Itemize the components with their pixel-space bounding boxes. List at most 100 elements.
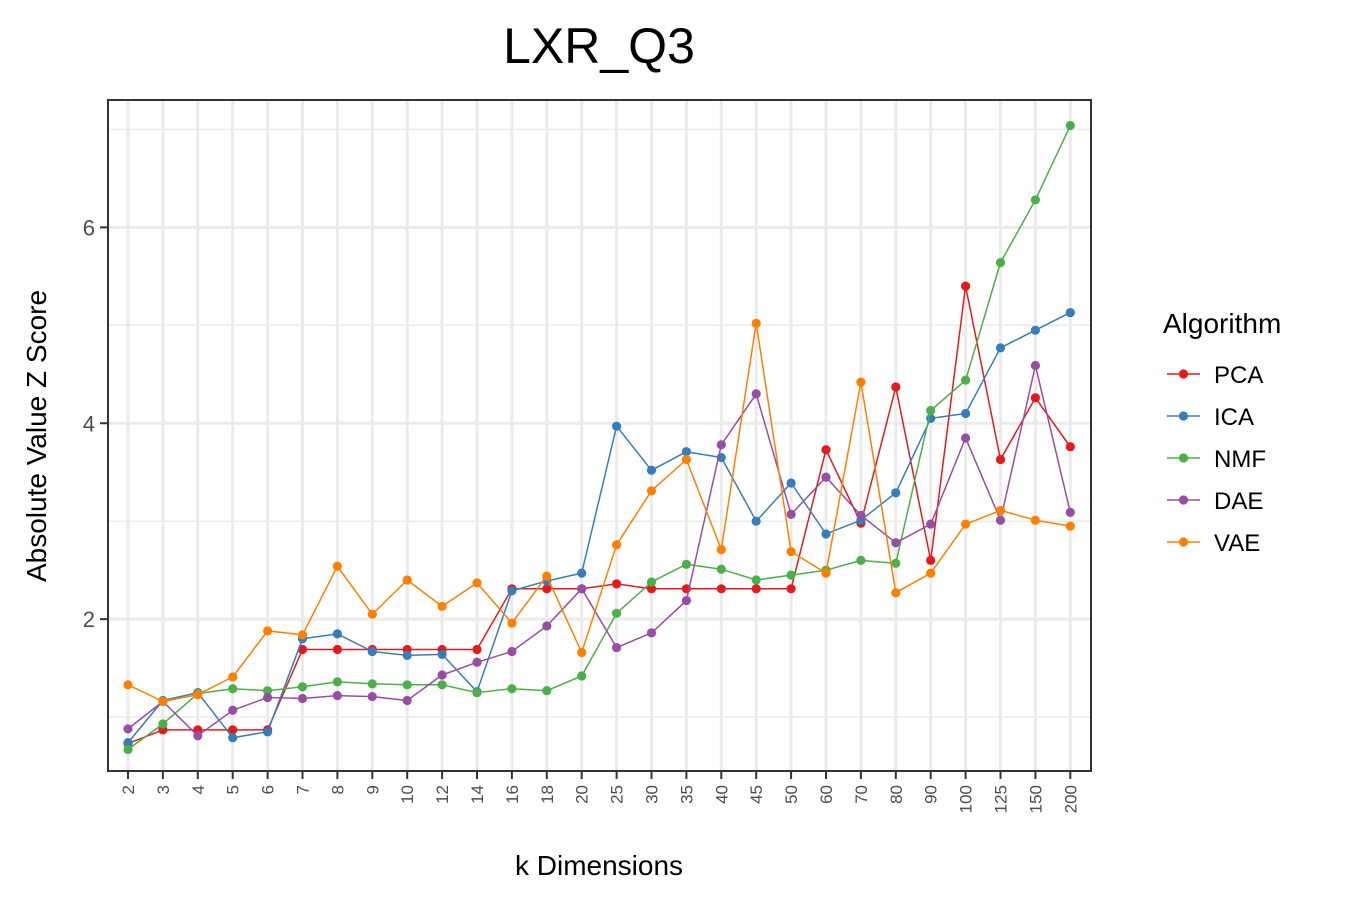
x-tick-label: 60	[817, 785, 836, 804]
data-point-dae	[367, 691, 377, 702]
data-point-dae	[612, 642, 622, 653]
data-point-ica	[123, 737, 133, 748]
x-tick-label: 9	[363, 785, 382, 794]
data-point-pca	[542, 584, 552, 594]
y-axis-title: Absolute Value Z Score	[21, 290, 52, 582]
data-point-dae	[228, 705, 238, 715]
data-point-vae	[1065, 521, 1075, 531]
data-point-vae	[402, 575, 412, 585]
data-point-vae	[926, 568, 936, 578]
data-point-vae	[891, 588, 901, 598]
data-point-vae	[263, 626, 273, 636]
data-point-dae	[926, 519, 936, 529]
data-point-vae	[228, 672, 238, 682]
legend-key-point	[1178, 369, 1189, 379]
data-point-dae	[472, 657, 482, 667]
data-point-dae	[961, 433, 971, 443]
data-point-dae	[123, 724, 133, 734]
data-point-pca	[961, 281, 971, 291]
data-point-ica	[437, 649, 447, 660]
data-point-ica	[228, 733, 238, 743]
data-point-pca	[332, 644, 342, 655]
y-tick-label: 2	[83, 607, 95, 632]
x-tick-label: 7	[294, 785, 313, 794]
series-nmf	[123, 120, 1075, 755]
plot-border	[107, 99, 1092, 772]
legend-item-nmf: NMF	[1167, 446, 1266, 473]
data-point-nmf	[263, 686, 273, 696]
legend-key-point	[1178, 537, 1189, 547]
data-point-dae	[856, 510, 866, 520]
x-tick-label: 30	[643, 785, 662, 804]
x-tick-label: 150	[1026, 785, 1045, 813]
data-point-nmf	[751, 575, 761, 585]
data-point-vae	[507, 618, 517, 628]
data-point-pca	[995, 454, 1006, 465]
data-point-vae	[786, 546, 796, 557]
data-point-vae	[193, 689, 203, 700]
data-point-dae	[577, 584, 587, 594]
data-point-ica	[332, 629, 342, 639]
data-point-vae	[472, 578, 482, 588]
data-point-ica	[891, 488, 901, 498]
x-tick-label: 45	[747, 785, 766, 804]
x-tick-label: 100	[957, 785, 976, 813]
data-point-ica	[577, 568, 587, 578]
series-layer	[123, 120, 1075, 755]
data-point-dae	[1065, 507, 1075, 517]
data-point-vae	[297, 630, 308, 640]
x-tick-label: 20	[573, 785, 592, 804]
x-tick-label: 12	[433, 785, 452, 804]
legend-title: Algorithm	[1163, 308, 1281, 339]
data-point-ica	[681, 447, 692, 457]
data-point-nmf	[367, 679, 377, 689]
series-vae	[123, 318, 1075, 707]
data-point-ica	[612, 421, 622, 431]
data-point-ica	[1030, 325, 1040, 335]
data-point-vae	[577, 647, 587, 658]
data-point-dae	[332, 690, 342, 701]
data-point-dae	[437, 670, 447, 680]
y-tick-label: 4	[83, 411, 95, 436]
data-point-dae	[821, 472, 831, 482]
data-point-dae	[263, 692, 273, 703]
data-point-nmf	[995, 258, 1006, 268]
data-point-vae	[1030, 515, 1040, 525]
series-line-dae	[127, 364, 1072, 737]
legend-label: VAE	[1214, 530, 1260, 557]
data-point-pca	[472, 644, 482, 655]
data-point-dae	[995, 515, 1006, 525]
data-point-nmf	[297, 682, 308, 692]
series-dae	[123, 360, 1075, 741]
series-line-ica	[127, 311, 1071, 744]
data-point-pca	[751, 584, 761, 594]
x-tick-label: 10	[398, 785, 417, 804]
data-point-nmf	[123, 744, 133, 755]
data-point-nmf	[716, 564, 726, 574]
x-tick-label: 18	[538, 785, 557, 804]
x-axis-title: k Dimensions	[515, 850, 683, 881]
data-point-vae	[332, 561, 342, 571]
data-point-dae	[716, 440, 726, 450]
data-point-pca	[646, 584, 657, 594]
data-point-nmf	[507, 684, 517, 694]
data-point-vae	[856, 377, 866, 387]
x-tick-label: 80	[887, 785, 906, 804]
data-point-nmf	[577, 671, 587, 681]
data-point-pca	[612, 579, 622, 589]
data-point-nmf	[681, 559, 692, 569]
data-point-dae	[507, 646, 517, 657]
legend-item-vae: VAE	[1167, 530, 1260, 557]
x-tick-label: 3	[154, 785, 173, 794]
data-point-nmf	[891, 558, 901, 568]
x-tick-label: 4	[189, 785, 208, 794]
plot-background	[108, 100, 1091, 771]
data-point-pca	[228, 725, 238, 735]
data-point-vae	[995, 505, 1006, 516]
x-tick-label: 8	[328, 785, 347, 794]
legend-item-pca: PCA	[1167, 362, 1263, 389]
x-tick-label: 14	[468, 785, 487, 804]
data-point-dae	[542, 621, 552, 631]
grid-major	[108, 100, 1091, 771]
